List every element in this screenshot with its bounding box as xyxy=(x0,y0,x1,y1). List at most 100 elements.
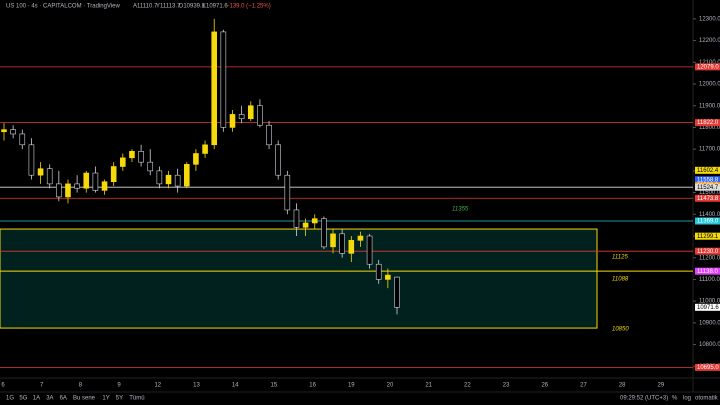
level-label: 11230.0 xyxy=(697,249,719,255)
x-tick-label: 28 xyxy=(619,383,626,389)
x-tick-label: 12 xyxy=(154,383,161,389)
candle-body xyxy=(366,235,373,265)
candle-body xyxy=(220,31,227,128)
range-button[interactable]: Bu sene xyxy=(73,396,96,402)
candle-body xyxy=(275,144,281,176)
symbol[interactable]: US 100 · 4s · CAPITALCOM · TradingView xyxy=(6,4,120,10)
x-tick-label: 7 xyxy=(40,383,44,389)
candle-body xyxy=(10,129,16,135)
y-tick-label: 12100.0 xyxy=(699,60,720,66)
candle-body xyxy=(375,263,382,280)
y-tick-label: 11000.0 xyxy=(699,299,720,305)
range-button[interactable]: 1A xyxy=(33,396,40,402)
toolbar: 1G 5G 1A 3A 6A Bu sene 1Y 5Y Tümü 09:29:52 (UTC+3… xyxy=(6,396,719,402)
level-tag xyxy=(695,303,720,311)
candle-body xyxy=(211,31,218,146)
candle-body xyxy=(330,233,336,248)
y-tick-label: 11800.0 xyxy=(699,125,720,131)
level-tag xyxy=(695,194,720,202)
candle-body xyxy=(129,151,135,159)
level-tag xyxy=(695,166,720,174)
range-button[interactable]: 5Y xyxy=(116,396,123,402)
level-tag xyxy=(695,183,720,191)
candle-body xyxy=(65,183,71,198)
y-tick-label: 11700.0 xyxy=(699,147,720,153)
y-tick-label: 12000.0 xyxy=(699,82,720,88)
y-tick-label: 11500.0 xyxy=(699,190,720,196)
ohlc-open: A11110.7 xyxy=(133,4,158,10)
y-tick-label: 12200.0 xyxy=(699,38,720,44)
x-tick-label: 6 xyxy=(1,383,5,389)
x-tick-label: 9 xyxy=(117,383,121,389)
ohlc-low: D10939.1 xyxy=(179,4,206,10)
log-toggle[interactable]: log xyxy=(683,396,691,402)
candle-body xyxy=(284,174,291,211)
level-label: 11558.8 xyxy=(697,177,719,183)
candle-body xyxy=(28,144,35,176)
annotation: 11125 xyxy=(612,255,628,261)
y-tick-label: 11100.0 xyxy=(699,277,720,283)
candle-body xyxy=(202,144,208,154)
range-button[interactable]: 3A xyxy=(46,396,53,402)
range-button[interactable]: 1G xyxy=(6,396,14,402)
x-tick-label: 26 xyxy=(541,383,548,389)
level-label: 10971.6 xyxy=(697,305,719,311)
range-button[interactable]: 6A xyxy=(60,396,67,402)
percent-toggle[interactable]: % xyxy=(672,396,678,402)
candle-body xyxy=(247,105,254,120)
level-tag xyxy=(695,176,720,184)
x-tick-label: 8 xyxy=(79,383,83,389)
candle-body xyxy=(193,153,199,165)
level-tag xyxy=(695,232,720,240)
y-tick-label: 11200.0 xyxy=(699,255,720,261)
range-button[interactable]: Tümü xyxy=(129,396,144,402)
candle-body xyxy=(56,183,62,198)
level-label: 12079.0 xyxy=(697,64,719,70)
x-tick-label: 15 xyxy=(271,383,278,389)
level-label: 11602.4 xyxy=(697,168,719,174)
y-tick-label: 11900.0 xyxy=(699,103,720,109)
x-tick-label: 20 xyxy=(387,383,394,389)
candle-body xyxy=(385,274,391,280)
candle-body xyxy=(348,240,355,254)
level-tag xyxy=(695,63,720,71)
candle-body xyxy=(238,114,245,120)
plot: 11355 11125 11088 10850 xyxy=(0,18,693,368)
y-tick-label: 10900.0 xyxy=(699,320,720,326)
range-button[interactable]: 5G xyxy=(19,396,27,402)
candle-body xyxy=(120,157,126,167)
x-tick-label: 27 xyxy=(580,383,587,389)
annotation: 11088 xyxy=(612,277,629,283)
annotation: 10850 xyxy=(612,327,629,333)
x-tick-label: 16 xyxy=(309,383,316,389)
level-label: 11473.8 xyxy=(697,196,719,202)
ohlc-change: −139.0 (−1.25%) xyxy=(226,4,271,10)
price-axis: 12300.0 12200.0 12100.0 12000.0 11900.0 11800… xyxy=(693,16,720,371)
ohlc-high: Y11113.7 xyxy=(156,4,181,10)
candle-body xyxy=(302,222,309,228)
candle-body xyxy=(266,124,272,146)
candle-body xyxy=(19,133,26,146)
candle-body xyxy=(83,172,90,189)
auto-toggle[interactable]: otomatik xyxy=(695,396,719,402)
candle-body xyxy=(74,183,80,189)
candle-body xyxy=(293,209,300,228)
candle-body xyxy=(138,151,144,163)
level-label: 11369.0 xyxy=(697,219,719,225)
candle-body xyxy=(165,174,172,185)
x-tick-label: 23 xyxy=(503,383,510,389)
level-label: 11822.0 xyxy=(697,120,719,126)
candle-body xyxy=(1,129,7,133)
zone xyxy=(0,228,598,329)
candle-body xyxy=(101,181,108,191)
y-tick-label: 10800.0 xyxy=(699,342,720,348)
level-label: 10695.0 xyxy=(697,365,719,371)
candle-body xyxy=(92,172,99,191)
candle-body xyxy=(357,235,364,241)
candle-body xyxy=(229,114,236,128)
range-button[interactable]: 1Y xyxy=(102,396,109,402)
level-tag xyxy=(695,119,720,127)
candle-body xyxy=(183,164,190,187)
ohlc-close: K10971.6 xyxy=(202,4,228,10)
